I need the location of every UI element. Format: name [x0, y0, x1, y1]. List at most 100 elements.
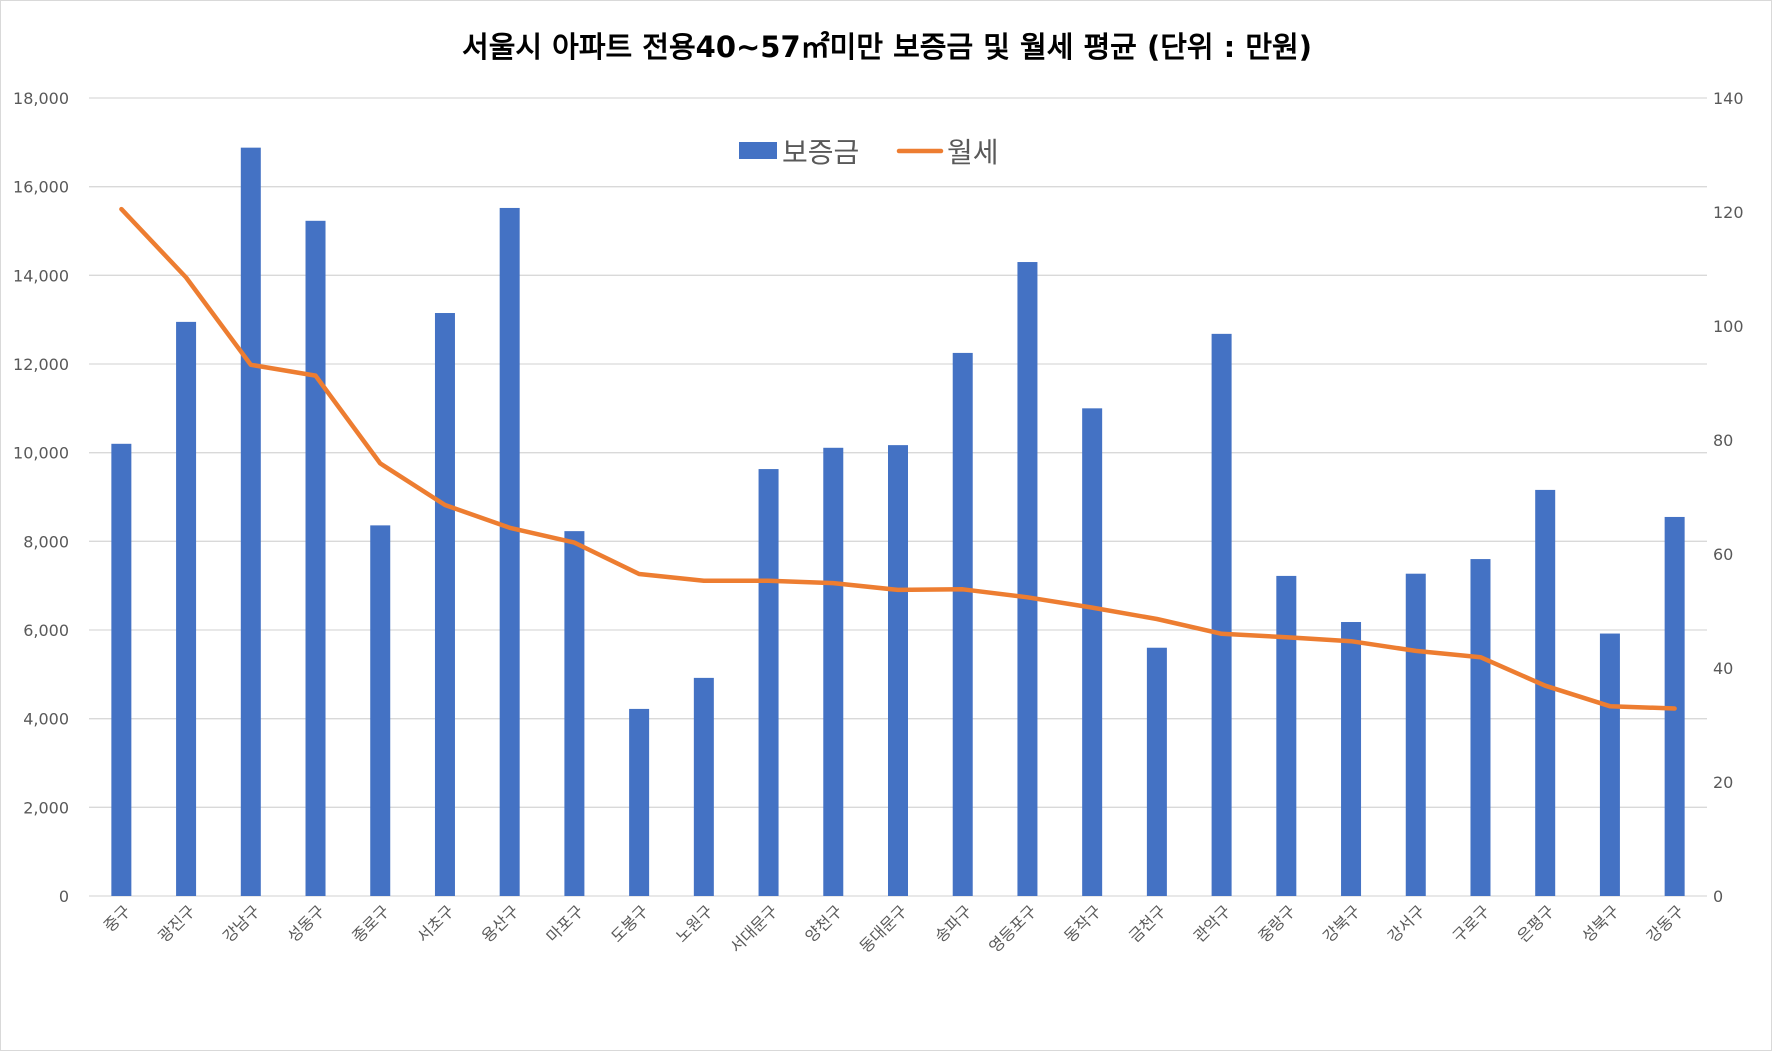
legend-label-rent: 월세 — [947, 136, 999, 169]
left-axis-ticks: 0 2,000 4,000 6,000 8,000 10,000 12,000 14,000 1… — [13, 89, 69, 906]
right-axis-tick-label: 60 — [1713, 545, 1733, 564]
category-label: 성동구 — [284, 901, 329, 946]
rent-point — [1415, 650, 1417, 652]
rent-point — [962, 588, 964, 590]
deposit-bar — [1211, 333, 1232, 896]
rent-point — [379, 462, 381, 464]
rent-point — [1026, 596, 1028, 598]
rent-point — [1479, 656, 1481, 658]
category-label: 송파구 — [931, 901, 976, 946]
deposit-bar — [1017, 262, 1038, 896]
deposit-bar — [1470, 559, 1491, 896]
category-label: 서초구 — [413, 901, 458, 946]
left-axis-tick-label: 10,000 — [13, 444, 69, 463]
category-label: 금천구 — [1125, 901, 1170, 946]
right-axis-tick-label: 20 — [1713, 773, 1733, 792]
deposit-bar — [1535, 489, 1556, 896]
rent-point — [1350, 640, 1352, 642]
rent-point — [768, 580, 770, 582]
rent-point — [1156, 618, 1158, 620]
deposit-bar — [1276, 575, 1297, 896]
category-label: 영등포구 — [985, 901, 1040, 956]
category-labels: 중구 광진구 강남구 성동구 종로구 서초구 용산구 마포구 도봉구 노원구 서대문구 양천구 동대문구… — [100, 901, 1688, 956]
right-axis-tick-label: 0 — [1713, 887, 1723, 906]
category-label: 서대문구 — [726, 901, 781, 956]
legend-label-deposit: 보증금 — [782, 136, 859, 169]
rent-point — [1091, 607, 1093, 609]
deposit-bar — [499, 207, 520, 897]
rent-point — [703, 580, 705, 582]
deposit-bar — [629, 708, 650, 896]
deposit-bar — [952, 352, 973, 897]
category-label: 중랑구 — [1254, 901, 1299, 946]
category-label: 관악구 — [1190, 901, 1235, 946]
category-label: 종로구 — [348, 901, 393, 946]
deposit-bar — [1341, 622, 1362, 896]
category-label: 노원구 — [672, 901, 717, 946]
rent-point — [509, 527, 511, 529]
left-axis-tick-label: 14,000 — [13, 266, 69, 285]
deposit-bar — [823, 447, 844, 896]
left-axis-tick-label: 8,000 — [23, 532, 69, 551]
rent-point — [1285, 636, 1287, 638]
category-label: 은평구 — [1513, 901, 1558, 946]
deposit-bar — [564, 531, 585, 896]
deposit-bar — [240, 147, 261, 897]
right-axis-tick-label: 120 — [1713, 203, 1744, 222]
category-label: 강북구 — [1319, 901, 1364, 946]
category-label: 동대문구 — [856, 901, 911, 956]
right-axis-ticks: 0 20 40 60 80 100 120 140 — [1713, 89, 1744, 906]
category-label: 강동구 — [1643, 901, 1688, 946]
deposit-bar — [111, 443, 132, 896]
left-axis-tick-label: 12,000 — [13, 355, 69, 374]
rent-point — [832, 582, 834, 584]
left-axis-tick-label: 16,000 — [13, 178, 69, 197]
deposit-bar — [305, 220, 326, 896]
left-axis-tick-label: 18,000 — [13, 89, 69, 108]
rent-point — [185, 277, 187, 279]
category-label: 강남구 — [219, 901, 264, 946]
rent-point — [573, 542, 575, 544]
rent-point — [897, 589, 899, 591]
left-axis-tick-label: 2,000 — [23, 798, 69, 817]
category-label: 구로구 — [1449, 901, 1494, 946]
chart-title: 서울시 아파트 전용40~57㎡미만 보증금 및 월세 평균 (단위 : 만원) — [462, 30, 1312, 64]
deposit-bar — [1599, 633, 1620, 896]
deposit-bar — [1146, 647, 1167, 896]
deposit-bar — [1082, 408, 1103, 896]
category-label: 마포구 — [543, 901, 588, 946]
category-label: 양천구 — [801, 901, 846, 946]
category-label: 강서구 — [1384, 901, 1429, 946]
category-label: 광진구 — [154, 901, 199, 946]
deposit-bar — [176, 321, 197, 897]
left-axis-tick-label: 0 — [59, 887, 69, 906]
rent-point — [250, 364, 252, 366]
deposit-bar — [434, 313, 455, 896]
category-label: 중구 — [100, 901, 134, 935]
category-label: 용산구 — [478, 901, 523, 946]
right-axis-tick-label: 100 — [1713, 317, 1744, 336]
deposit-bar — [370, 525, 391, 896]
category-label: 성북구 — [1578, 901, 1623, 946]
deposit-bar — [693, 677, 714, 896]
deposit-bar — [1405, 573, 1426, 896]
deposit-bar — [758, 469, 779, 896]
rent-point — [1609, 705, 1611, 707]
left-axis-tick-label: 6,000 — [23, 621, 69, 640]
right-axis-tick-label: 140 — [1713, 89, 1744, 108]
right-axis-tick-label: 80 — [1713, 431, 1733, 450]
rent-point — [444, 504, 446, 506]
deposit-bars — [111, 147, 1685, 897]
rent-point — [120, 208, 122, 210]
category-label: 도봉구 — [607, 901, 652, 946]
rent-point — [1221, 633, 1223, 635]
rent-point — [1674, 707, 1676, 709]
legend: 보증금 월세 — [739, 136, 999, 169]
rent-point — [315, 375, 317, 377]
legend-swatch-deposit — [739, 142, 777, 159]
left-axis-tick-label: 4,000 — [23, 710, 69, 729]
deposit-bar — [888, 445, 908, 896]
category-label: 동작구 — [1060, 901, 1105, 946]
